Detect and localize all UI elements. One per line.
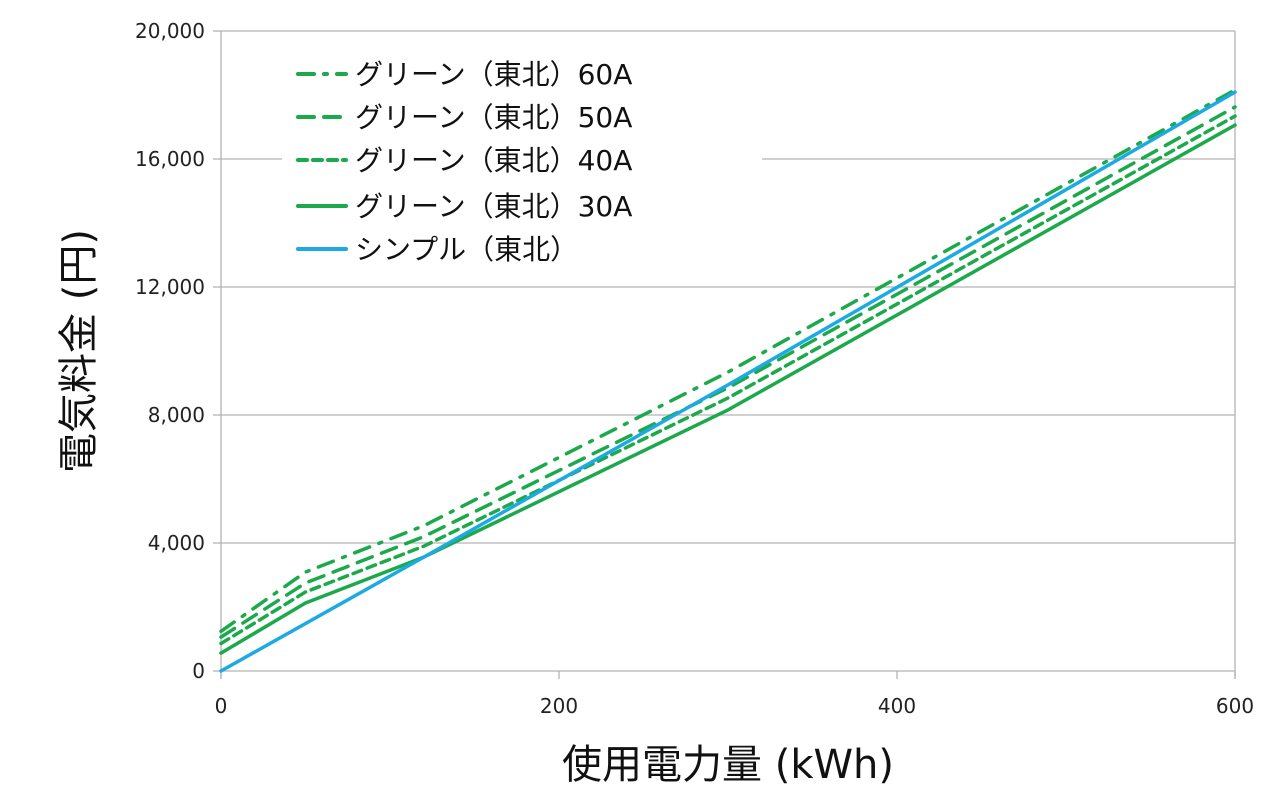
y-tick-label: 16,000 xyxy=(135,147,205,171)
legend-label: グリーン（東北）30A xyxy=(355,190,632,223)
data-series xyxy=(219,88,1237,673)
y-tick-label: 12,000 xyxy=(135,275,205,299)
legend: グリーン（東北）60A グリーン（東北）50A グリーン（東北）40A グリーン（東北… xyxy=(296,58,632,266)
x-tick-label: 400 xyxy=(878,694,916,718)
x-axis-title: 使用電力量 (kWh) xyxy=(562,742,894,788)
y-tick-label: 4,000 xyxy=(148,531,205,555)
y-axis-title: 電気料金 (円) xyxy=(56,229,102,473)
legend-label: グリーン（東北）40A xyxy=(355,144,632,177)
legend-label: シンプル（東北） xyxy=(355,233,578,266)
legend-label: グリーン（東北）50A xyxy=(355,101,632,134)
series-line xyxy=(219,105,1237,639)
y-axis-ticks: 0 4,000 8,000 12,000 16,000 20,000 xyxy=(135,19,221,683)
y-tick-label: 8,000 xyxy=(148,403,205,427)
y-tick-label: 0 xyxy=(192,659,205,683)
series-line xyxy=(219,114,1237,646)
x-tick-label: 600 xyxy=(1216,694,1254,718)
series-line xyxy=(219,90,1237,673)
axes xyxy=(220,31,1236,679)
legend-background xyxy=(282,48,762,276)
x-tick-label: 0 xyxy=(215,694,228,718)
legend-label: グリーン（東北）60A xyxy=(355,58,632,91)
series-line xyxy=(219,88,1237,634)
x-axis-ticks: 0 200 400 600 xyxy=(215,671,1254,718)
x-tick-label: 200 xyxy=(540,694,578,718)
y-tick-label: 20,000 xyxy=(135,19,205,43)
